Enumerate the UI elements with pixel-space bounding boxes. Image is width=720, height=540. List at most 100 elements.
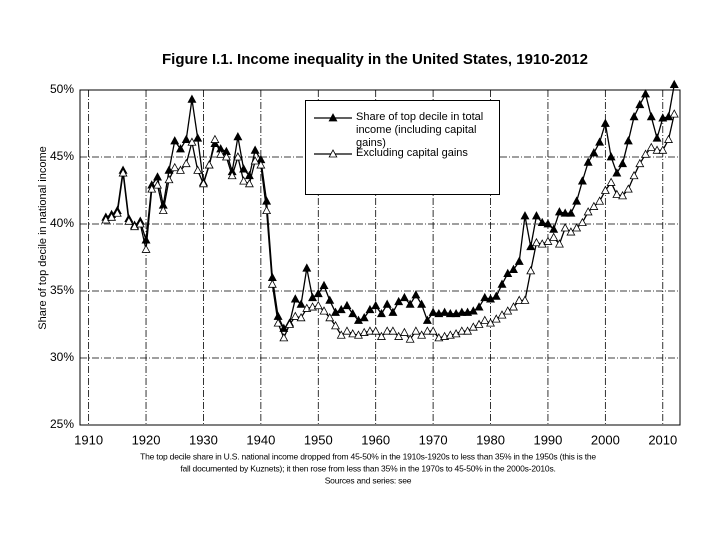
marker (480, 292, 490, 302)
y-tick-label: 25% (50, 417, 74, 431)
caption-line: fall documented by Kuznets); it then ros… (180, 463, 555, 473)
marker (669, 79, 679, 89)
marker (486, 318, 495, 327)
marker (170, 162, 180, 172)
marker (262, 196, 272, 205)
marker (112, 208, 122, 217)
marker (629, 170, 639, 180)
marker (646, 142, 656, 152)
marker (428, 326, 438, 335)
x-tick-label: 1920 (132, 432, 161, 447)
x-tick-label: 1980 (476, 432, 505, 447)
marker (520, 295, 530, 304)
marker (250, 145, 260, 154)
marker (480, 315, 490, 324)
marker (451, 329, 461, 338)
marker (583, 157, 593, 166)
marker (618, 158, 628, 168)
marker (428, 307, 438, 316)
marker (181, 158, 191, 168)
marker (595, 137, 605, 146)
marker (164, 174, 174, 184)
marker (463, 326, 473, 335)
x-tick-label: 1990 (533, 432, 562, 447)
marker (353, 330, 363, 339)
marker (669, 109, 679, 118)
marker (365, 304, 375, 314)
marker (440, 307, 450, 316)
marker (279, 333, 289, 342)
marker (170, 136, 180, 145)
marker (618, 191, 628, 200)
marker (560, 208, 570, 217)
marker (543, 219, 553, 228)
x-tick-label: 1950 (304, 432, 333, 447)
marker (641, 149, 651, 158)
marker (520, 211, 530, 220)
marker (623, 184, 633, 193)
marker (554, 207, 564, 216)
marker (509, 264, 518, 273)
marker (233, 152, 243, 161)
legend: Share of top decile in total income (inc… (305, 100, 500, 195)
marker (279, 323, 289, 332)
marker (290, 311, 300, 320)
chart-title: Figure I.1. Income inequality in the Uni… (162, 51, 588, 68)
marker (600, 118, 610, 127)
legend-entry: Excluding capital gains (314, 147, 496, 160)
marker (262, 205, 272, 214)
marker (198, 178, 208, 188)
marker (411, 326, 421, 335)
marker (233, 132, 243, 141)
marker (296, 312, 306, 322)
marker (382, 326, 392, 335)
marker (537, 239, 547, 248)
marker (141, 235, 151, 244)
marker (537, 217, 547, 227)
marker (221, 152, 231, 161)
marker (652, 145, 662, 154)
marker (577, 176, 587, 185)
marker (331, 321, 340, 330)
marker (382, 299, 392, 308)
marker (101, 215, 111, 224)
marker (635, 99, 645, 109)
marker (560, 223, 570, 232)
plot-border (79, 89, 681, 426)
marker (176, 144, 185, 153)
marker (187, 94, 197, 103)
marker (141, 244, 151, 253)
marker (394, 296, 404, 306)
marker (325, 312, 335, 322)
marker (514, 256, 524, 265)
marker (353, 315, 363, 324)
marker (365, 326, 375, 335)
y-tick-label: 45% (50, 149, 74, 163)
marker (526, 241, 536, 251)
marker (566, 227, 576, 236)
marker (153, 172, 162, 181)
marker (497, 310, 507, 319)
legend-marker (328, 149, 338, 158)
marker (348, 329, 358, 338)
marker (394, 331, 404, 340)
marker (319, 306, 329, 315)
marker (135, 219, 145, 228)
x-tick-label: 1930 (189, 432, 218, 447)
marker (503, 268, 513, 277)
marker (635, 158, 645, 168)
marker (514, 295, 524, 304)
marker (359, 312, 369, 322)
x-tick-label: 1970 (419, 432, 448, 447)
marker (411, 290, 421, 299)
marker (176, 165, 185, 174)
legend-marker (328, 113, 338, 122)
marker (153, 180, 162, 189)
legend-label: Share of top decile in total income (inc… (356, 111, 484, 149)
marker (457, 307, 467, 316)
x-tick-label: 2000 (591, 432, 620, 447)
marker (577, 217, 587, 227)
y-axis-label: Share of top decile in national income (37, 146, 49, 329)
marker (589, 148, 599, 157)
